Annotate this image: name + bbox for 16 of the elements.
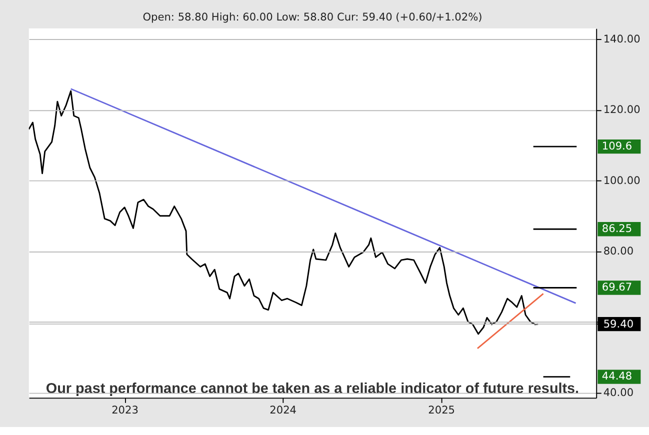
chart-subtitle: Open: 58.80 High: 60.00 Low: 58.80 Cur: 59.40 (+0.60/+1.02%) (142, 12, 482, 24)
x-tick-label: 2025 (428, 404, 456, 416)
text: 109.6 (602, 140, 632, 152)
y-tick-label: 40.00 (603, 387, 634, 400)
y-tick-label: 80.00 (603, 246, 634, 258)
y-tick-label: 120.00 (603, 104, 641, 116)
line-series (28, 90, 539, 335)
y-tick-label: 100.00 (603, 174, 641, 187)
y-tick-label: 59.40 (603, 318, 634, 330)
annotation: Our past performance cannot be taken as a reliable indicator of future results. (46, 380, 580, 397)
text: 44.48 (602, 370, 632, 383)
text: 86.25 (602, 222, 632, 235)
text: 69.67 (602, 282, 632, 294)
y-tick-label: 140.00 (603, 33, 641, 46)
x-tick-label: 2023 (112, 404, 138, 416)
x-tick-label: 2024 (270, 404, 297, 416)
